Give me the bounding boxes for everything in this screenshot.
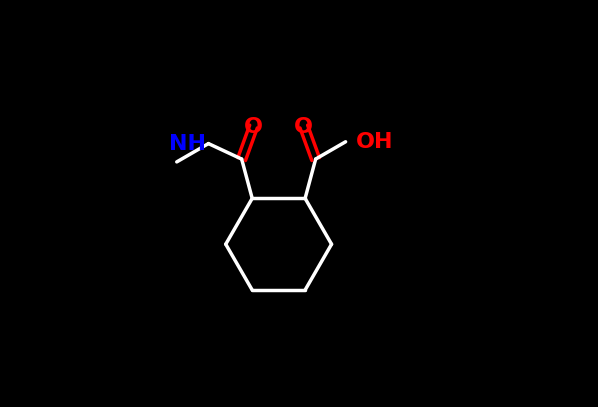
Text: O: O [294,116,313,137]
Text: OH: OH [356,132,393,152]
Text: O: O [244,116,263,137]
Text: NH: NH [169,133,206,153]
